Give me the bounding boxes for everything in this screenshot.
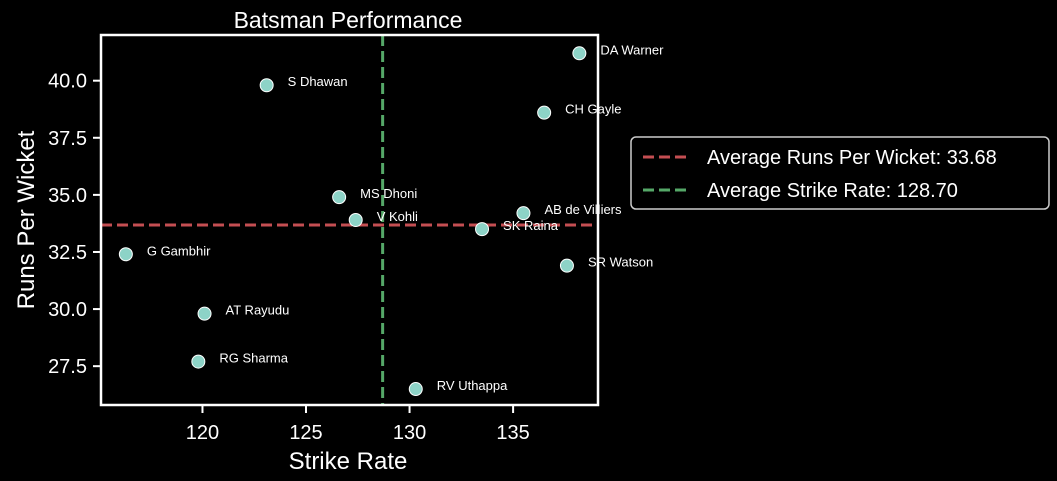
- y-tick-label: 35.0: [48, 185, 87, 207]
- point-label: AB de Villiers: [544, 202, 622, 217]
- legend-box: [630, 136, 1050, 210]
- legend-entry: Average Runs Per Wicket: 33.68: [707, 147, 997, 169]
- data-point: [559, 258, 574, 273]
- chart-title: Batsman Performance: [234, 7, 463, 33]
- y-tick-label: 32.5: [48, 242, 87, 264]
- data-point: [259, 78, 274, 93]
- y-tick-label: 40.0: [48, 71, 87, 93]
- data-point: [118, 247, 133, 262]
- x-tick-label: 135: [496, 422, 529, 444]
- data-point: [191, 354, 206, 369]
- point-label: MS Dhoni: [360, 186, 417, 201]
- y-tick-label: 37.5: [48, 128, 87, 150]
- y-tick-label: 30.0: [48, 299, 87, 321]
- point-label: V Kohli: [377, 209, 418, 224]
- legend-entry: Average Strike Rate: 128.70: [707, 180, 958, 202]
- plot-area: DA Warner S Dhawan CH Gayle MS Dhoni V Kohli…: [48, 33, 664, 444]
- data-point: [348, 213, 363, 227]
- x-tick-label: 125: [289, 422, 322, 444]
- y-tick-label: 27.5: [48, 356, 87, 378]
- point-label: S Dhawan: [288, 74, 348, 89]
- point-label: RV Uthappa: [437, 378, 508, 393]
- data-point: [332, 190, 347, 205]
- data-point: [516, 206, 531, 221]
- data-point: [475, 222, 490, 237]
- data-point: [572, 46, 587, 61]
- data-point: [537, 105, 552, 120]
- y-axis-label: Runs Per Wicket: [13, 130, 40, 309]
- point-label: CH Gayle: [565, 102, 621, 117]
- plot-frame: [99, 33, 600, 407]
- x-tick-label: 130: [393, 422, 426, 444]
- legend: Average Runs Per Wicket: 33.68 Average St…: [630, 136, 1050, 210]
- point-label: SR Watson: [588, 255, 653, 270]
- x-axis-label: Strike Rate: [289, 448, 408, 475]
- data-point: [197, 306, 212, 321]
- point-label: SK Raina: [503, 218, 559, 233]
- point-label: DA Warner: [600, 42, 664, 57]
- point-label: G Gambhir: [147, 243, 211, 258]
- point-label: AT Rayudu: [226, 303, 290, 318]
- point-label: RG Sharma: [219, 351, 288, 366]
- data-point: [408, 382, 423, 397]
- x-tick-label: 120: [186, 422, 219, 444]
